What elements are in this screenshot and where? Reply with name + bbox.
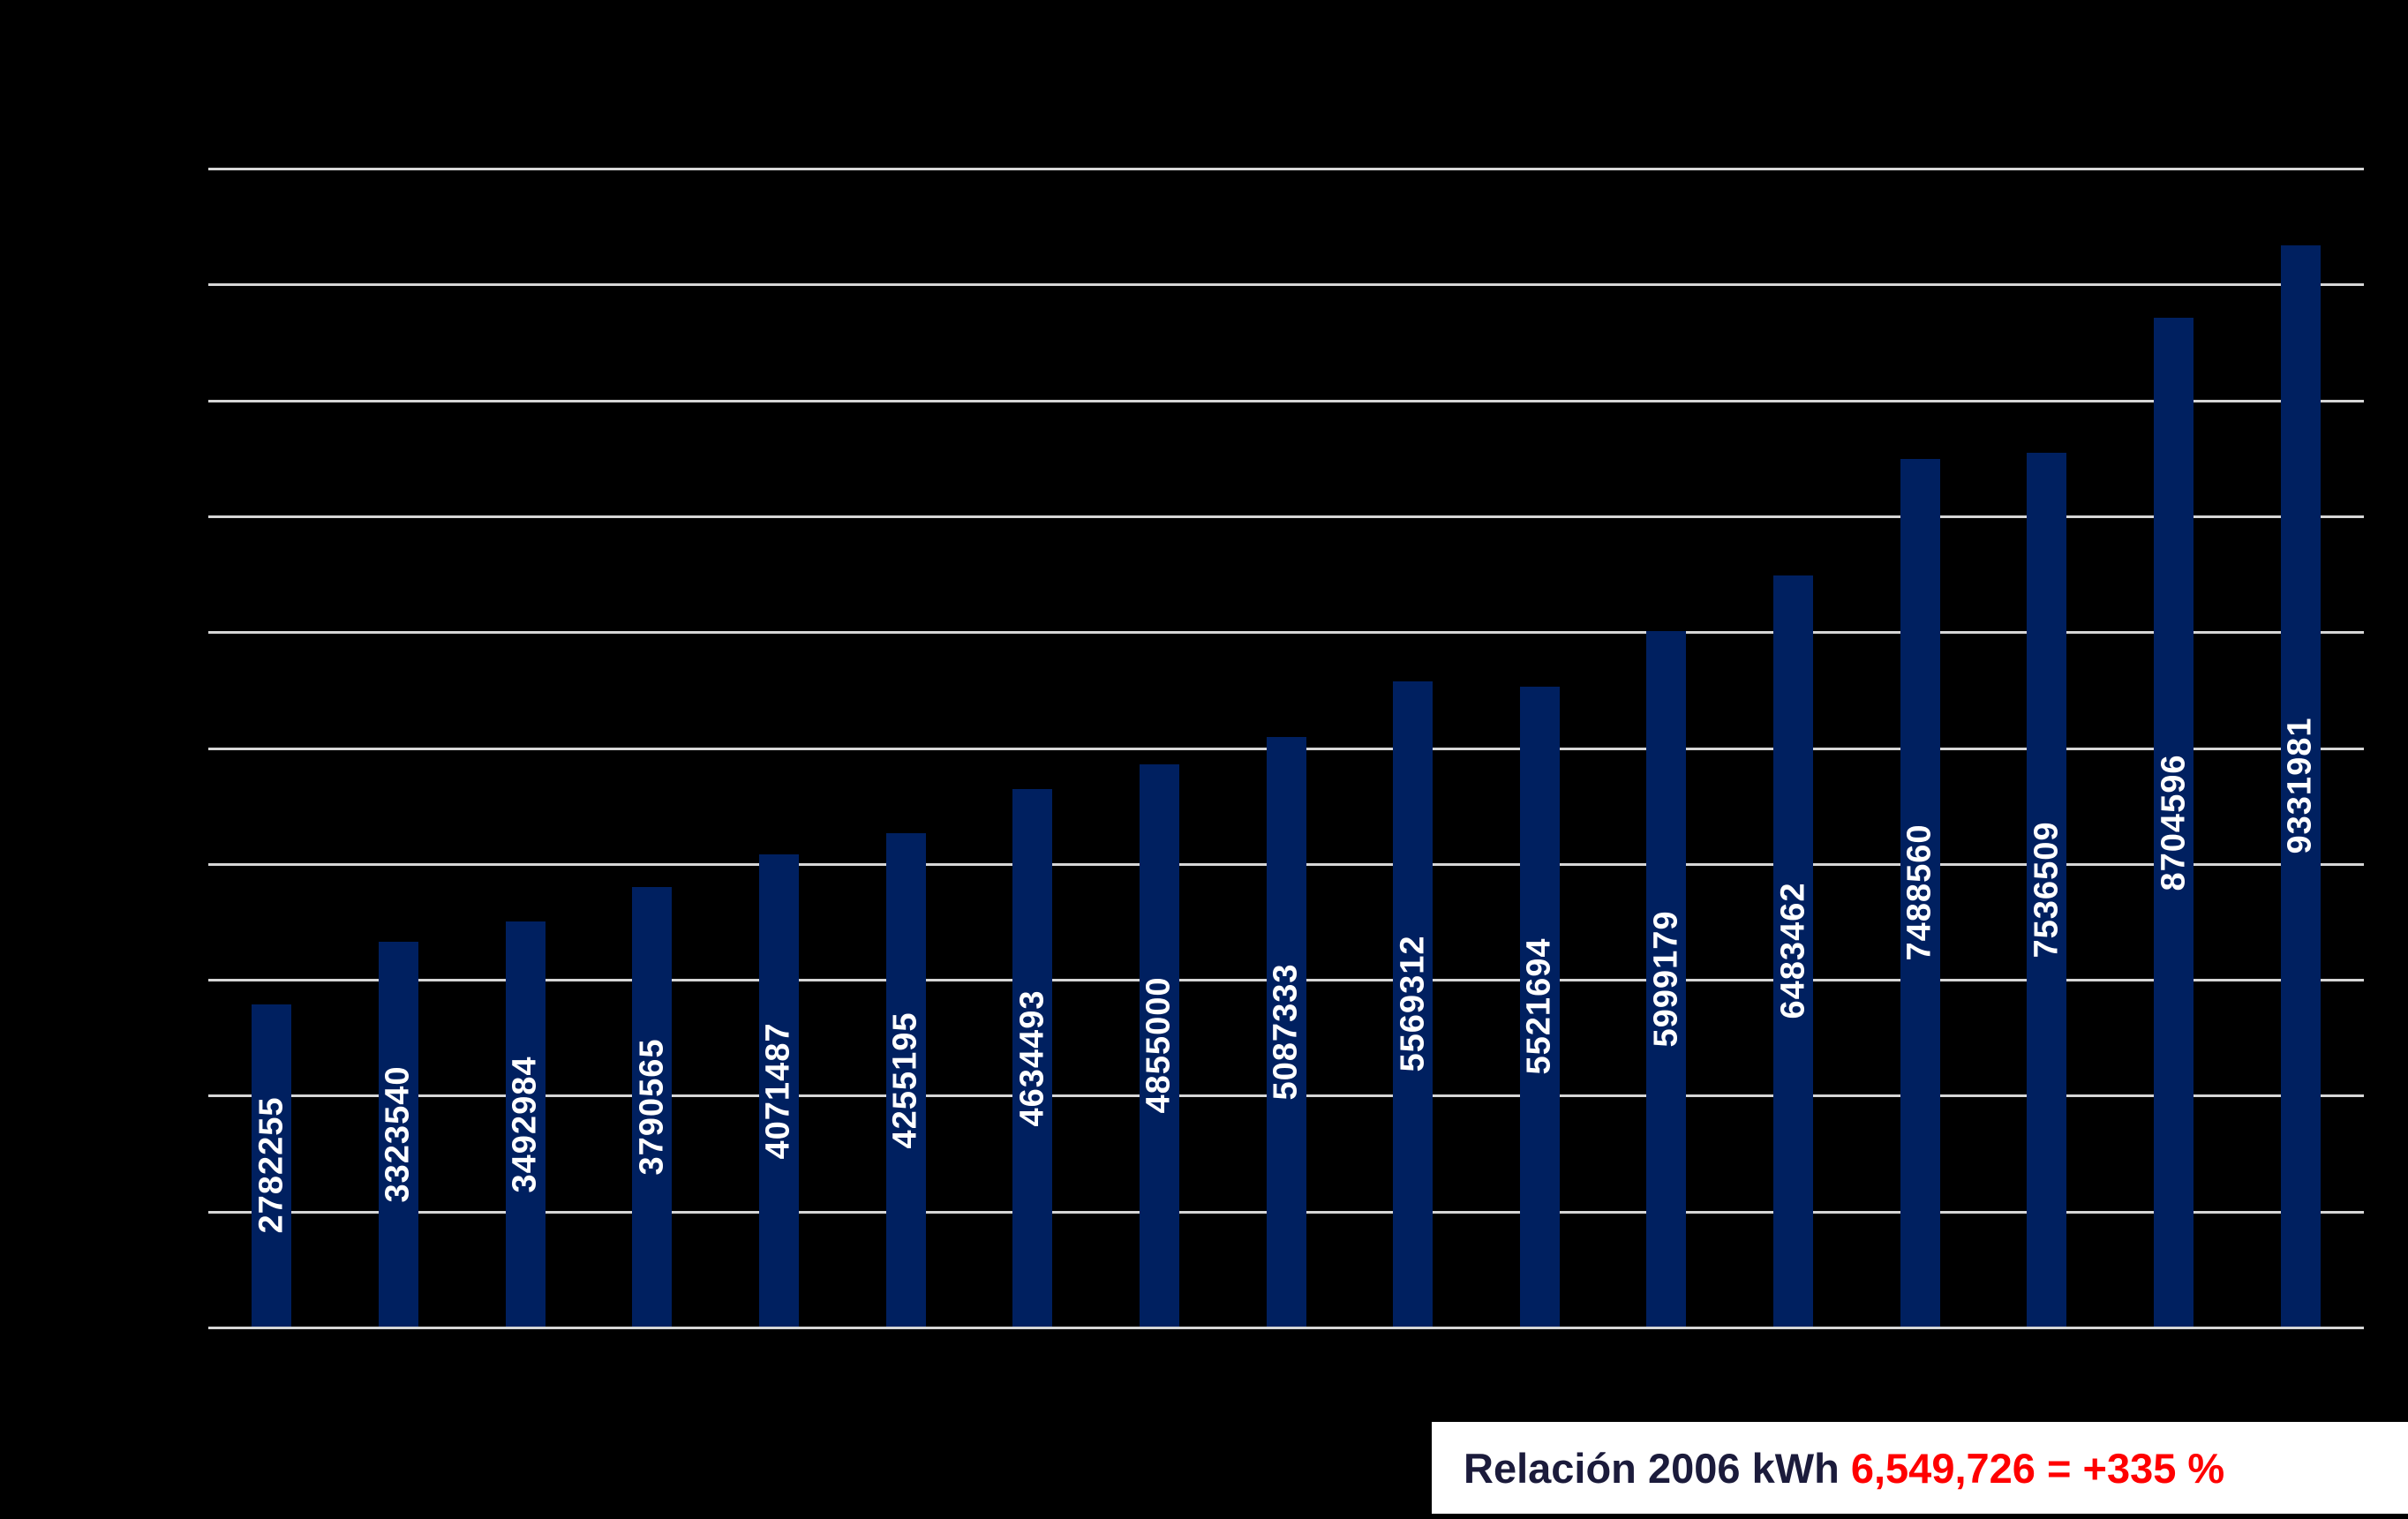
bar-value-label: 5999179 bbox=[1647, 910, 1685, 1048]
bar: 6483462 bbox=[1773, 575, 1814, 1327]
bar-value-label: 3790565 bbox=[633, 1038, 671, 1176]
bar-value-label: 8704596 bbox=[2155, 754, 2193, 891]
bar: 3790565 bbox=[632, 887, 673, 1327]
bar: 2782255 bbox=[252, 1004, 292, 1327]
bar: 5999179 bbox=[1646, 631, 1687, 1327]
bar: 5569312 bbox=[1393, 681, 1434, 1327]
bar-value-label: 5569312 bbox=[1394, 935, 1432, 1072]
annotation-box: Relación 2006 kWh 6,549,726 = +335 % bbox=[1432, 1422, 2408, 1514]
bar-value-label: 7536509 bbox=[2028, 821, 2066, 959]
gridline bbox=[208, 168, 2364, 170]
bar-value-label: 4071487 bbox=[759, 1022, 797, 1160]
bar: 4634493 bbox=[1012, 789, 1053, 1327]
bar-value-label: 3323540 bbox=[379, 1065, 417, 1203]
bar-value-label: 4255195 bbox=[886, 1011, 924, 1149]
gridline bbox=[208, 515, 2364, 518]
bar: 8704596 bbox=[2154, 318, 2194, 1327]
bar-value-label: 5087333 bbox=[1267, 963, 1305, 1101]
bar: 5087333 bbox=[1266, 737, 1306, 1327]
bar: 4255195 bbox=[885, 833, 926, 1327]
bar: 4071487 bbox=[758, 854, 799, 1327]
bar: 4855000 bbox=[1139, 763, 1179, 1327]
bar-value-label: 4855000 bbox=[1140, 976, 1178, 1114]
bar: 3323540 bbox=[378, 941, 418, 1327]
bar-value-label: 3492984 bbox=[506, 1056, 544, 1193]
annotation-prefix: Relación 2006 kWh bbox=[1464, 1444, 1851, 1492]
bar: 7488560 bbox=[1900, 458, 1940, 1327]
bar: 5521694 bbox=[1519, 687, 1560, 1327]
plot-area: 2782255 3323540 3492984 3790565 4071487 42551… bbox=[208, 168, 2364, 1329]
bar: 3492984 bbox=[505, 921, 546, 1327]
gridline bbox=[208, 399, 2364, 402]
x-axis-line bbox=[208, 1327, 2364, 1329]
annotation-highlight: 6,549,726 = +335 % bbox=[1850, 1444, 2225, 1492]
gridline bbox=[208, 283, 2364, 287]
gridline bbox=[208, 631, 2364, 635]
bar: 7536509 bbox=[2027, 453, 2067, 1327]
bar-value-label: 5521694 bbox=[1520, 938, 1558, 1075]
bar-value-label: 9331981 bbox=[2281, 717, 2319, 854]
bar: 9331981 bbox=[2280, 244, 2321, 1327]
bar-value-label: 7488560 bbox=[1900, 823, 1938, 961]
bar-value-label: 4634493 bbox=[1013, 989, 1051, 1127]
bar-value-label: 6483462 bbox=[1774, 882, 1812, 1019]
bar-value-label: 2782255 bbox=[252, 1096, 290, 1234]
